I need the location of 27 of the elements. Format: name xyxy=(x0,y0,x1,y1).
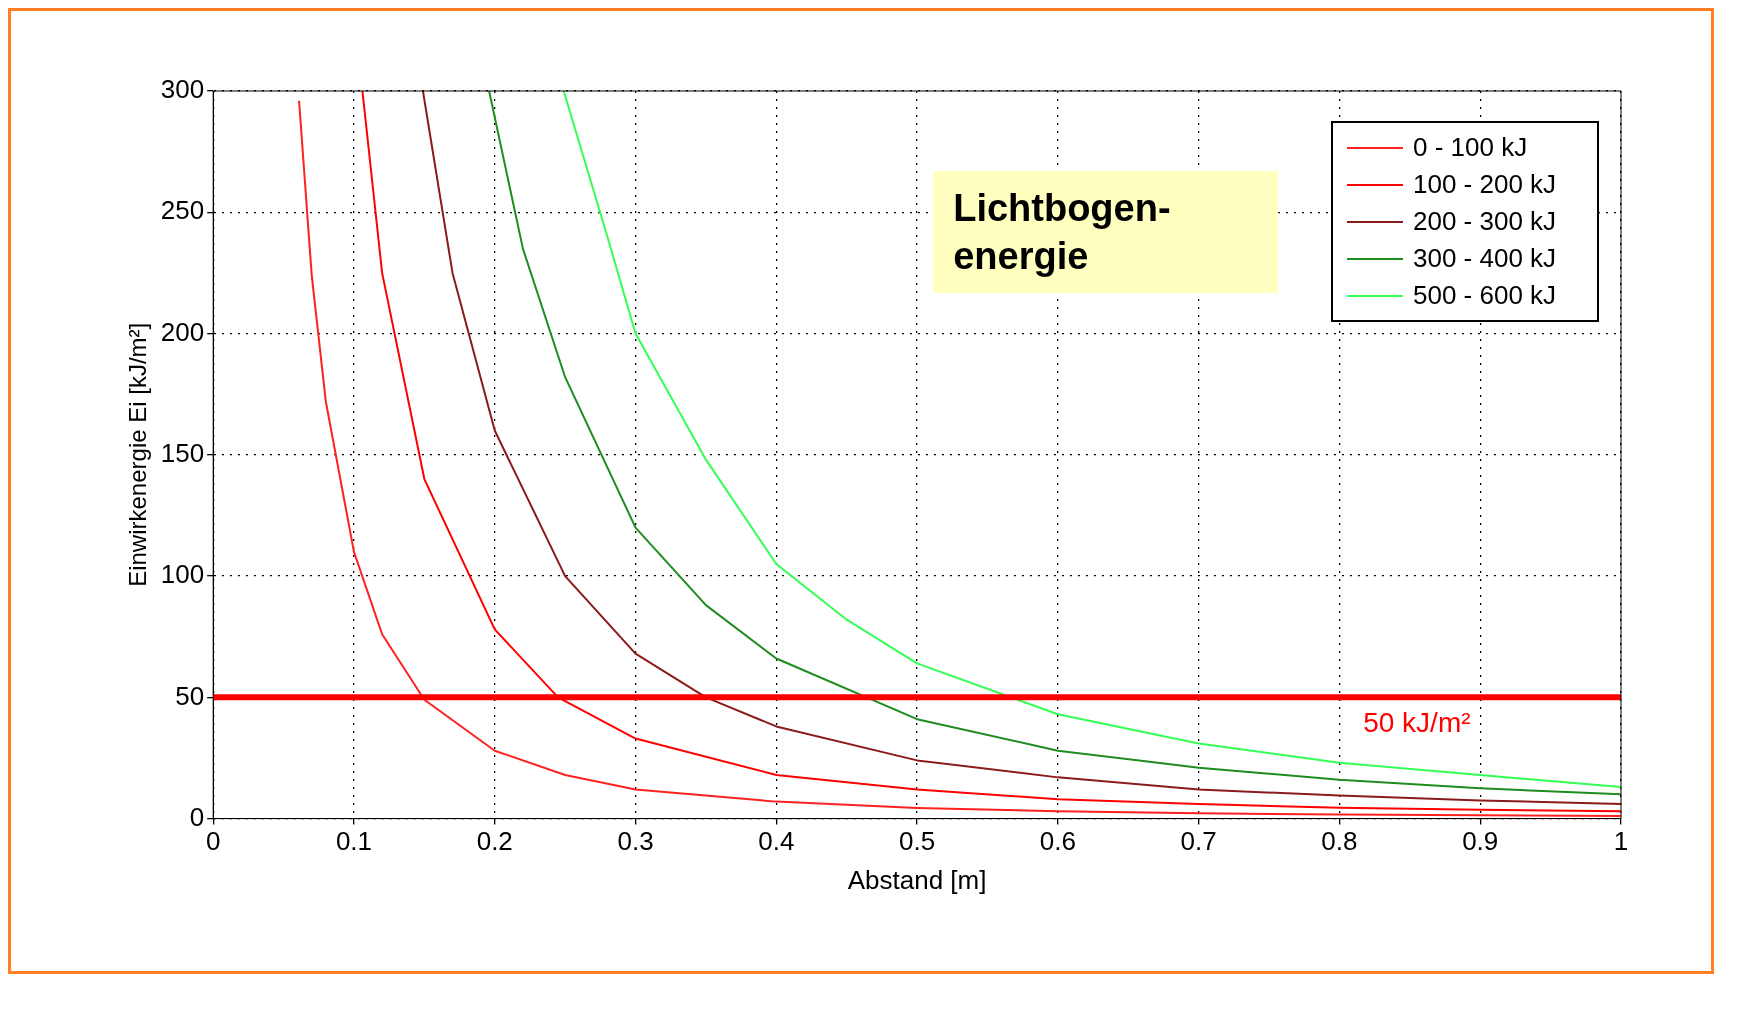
x-tick-label: 0.9 xyxy=(1462,826,1499,857)
x-axis-title: Abstand [m] xyxy=(847,864,987,895)
x-tick-label: 0.6 xyxy=(1039,826,1076,857)
legend-label: 300 - 400 kJ xyxy=(1413,243,1558,274)
x-tick-label: 1 xyxy=(1613,826,1629,857)
y-tick-label: 100 xyxy=(160,559,205,590)
annotation: Lichtbogen-energie xyxy=(953,186,1172,279)
x-tick-label: 0.1 xyxy=(335,826,373,857)
legend-label: 500 - 600 kJ xyxy=(1413,280,1558,311)
note-box: Lichtbogen-energie xyxy=(933,171,1279,293)
y-tick-label: 250 xyxy=(160,195,205,226)
ref-line-label: 50 kJ/m² xyxy=(1363,707,1471,740)
x-tick-label: 0.5 xyxy=(899,826,936,857)
x-tick-label: 0.2 xyxy=(476,826,513,857)
y-tick-label: 50 xyxy=(175,680,205,711)
x-tick-label: 0.8 xyxy=(1321,826,1358,857)
x-tick-label: 0.7 xyxy=(1180,826,1217,857)
legend-label: 200 - 300 kJ xyxy=(1413,206,1558,237)
legend-label: 100 - 200 kJ xyxy=(1413,169,1558,200)
y-tick-label: 300 xyxy=(160,74,205,105)
y-tick-label: 0 xyxy=(189,801,205,832)
y-tick-label: 150 xyxy=(160,437,205,468)
x-tick-label: 0.4 xyxy=(758,826,795,857)
y-axis-title: Einwirkenergie Ei [kJ/m²] xyxy=(124,322,152,587)
x-tick-label: 0.3 xyxy=(617,826,654,857)
y-tick-label: 200 xyxy=(160,316,205,347)
legend-label: 0 - 100 kJ xyxy=(1413,132,1529,163)
